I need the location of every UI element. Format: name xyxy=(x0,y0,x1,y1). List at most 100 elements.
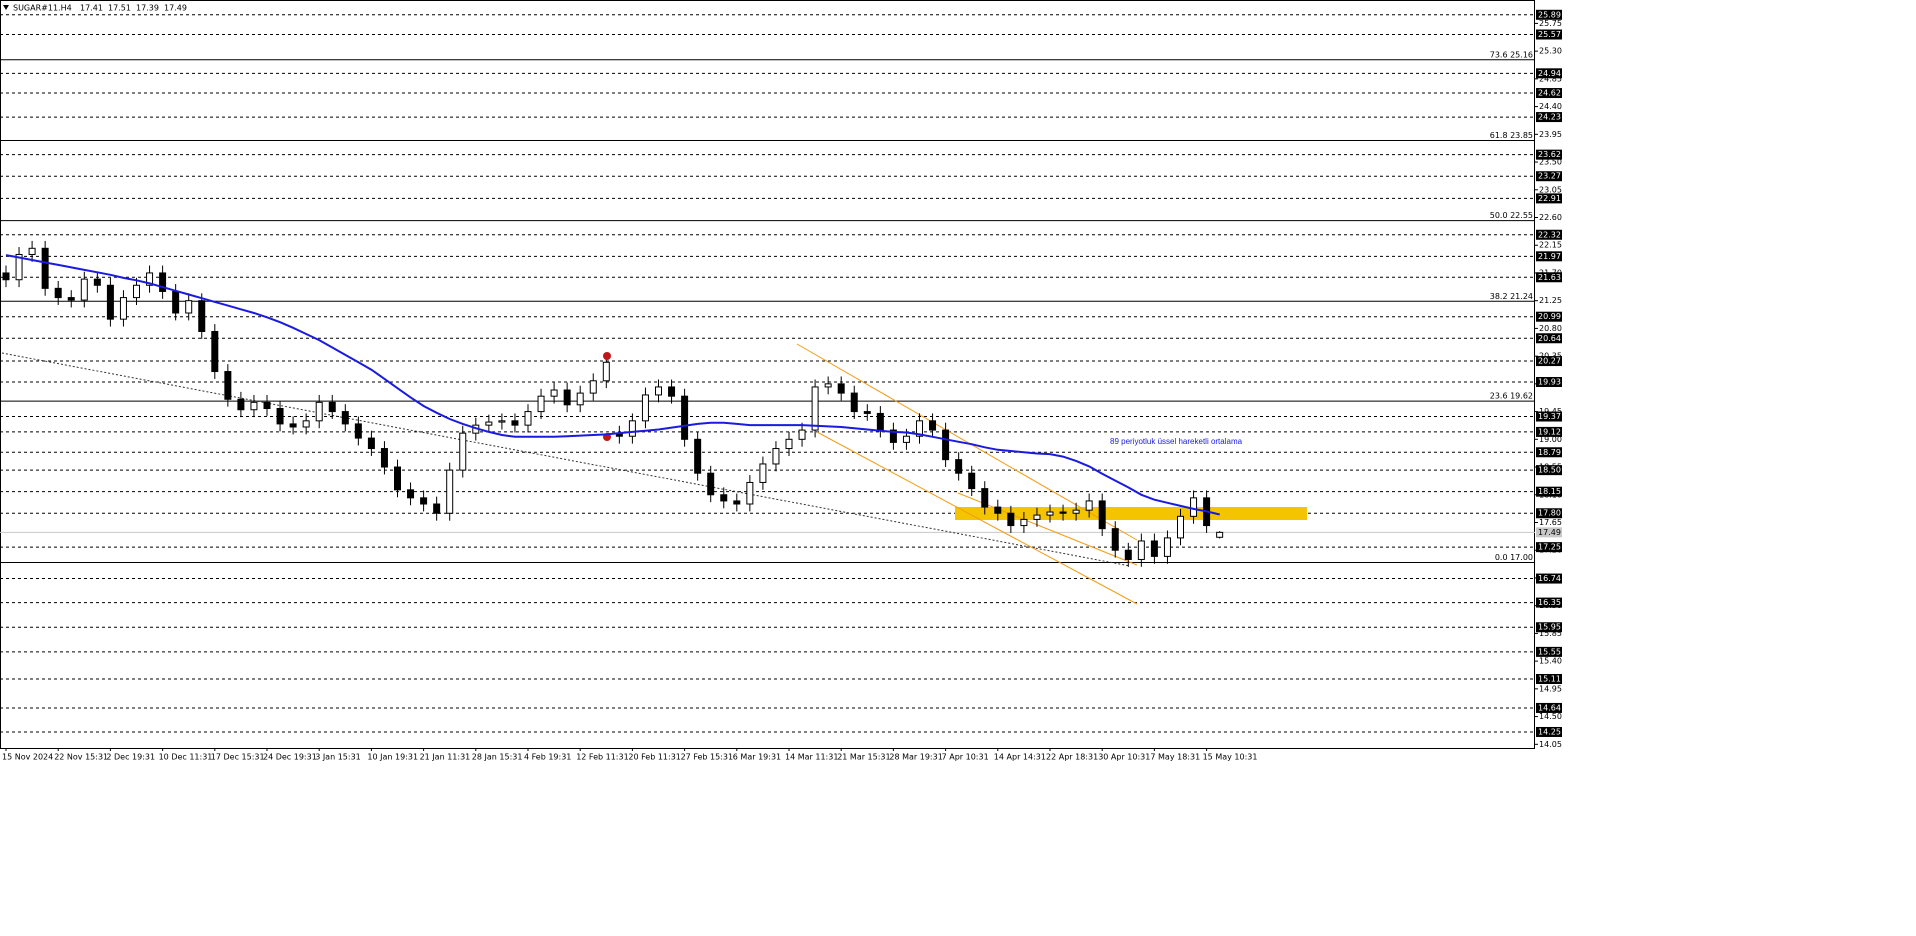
y-tick-label: 24.85 xyxy=(1539,74,1562,83)
candle-body xyxy=(250,401,258,411)
candle-body xyxy=(224,371,232,400)
ma-annotation: 89 periyotluk üssel hareketli ortalama xyxy=(1110,437,1243,446)
level-box xyxy=(1536,377,1562,388)
candle-body xyxy=(341,411,349,425)
level-label: 21.63 xyxy=(1538,273,1561,282)
y-tick-label: 22.15 xyxy=(1539,241,1562,250)
level-box xyxy=(1536,622,1562,633)
candle-body xyxy=(498,420,506,423)
level-label: 17.25 xyxy=(1538,543,1561,552)
candle-body xyxy=(380,448,388,468)
level-box xyxy=(1536,542,1562,553)
y-tick-label: 15.85 xyxy=(1539,629,1562,638)
plot-frame xyxy=(0,0,1535,749)
channel-line xyxy=(796,343,1138,541)
candle-body xyxy=(837,383,845,394)
candle-body xyxy=(54,287,62,299)
candle-body xyxy=(720,494,728,502)
fib-label: 23.6 19.62 xyxy=(1490,392,1533,401)
x-tick-label: 7 May 18:31 xyxy=(1150,753,1200,762)
candle-body xyxy=(929,420,937,431)
candle-body xyxy=(968,472,976,490)
level-box xyxy=(1536,229,1562,240)
level-box xyxy=(1536,88,1562,99)
candle-body xyxy=(302,420,310,428)
candle-body xyxy=(459,432,467,471)
trend-line xyxy=(1,352,1131,567)
level-box xyxy=(1536,193,1562,204)
candle-body xyxy=(1007,512,1015,527)
candle-body xyxy=(694,438,702,474)
x-tick-label: 21 Jan 11:31 xyxy=(420,753,471,762)
candle-body xyxy=(485,421,493,426)
level-label: 18.50 xyxy=(1538,466,1561,475)
candle-body xyxy=(407,489,415,499)
x-tick-label: 14 Mar 11:31 xyxy=(785,753,838,762)
candle-body xyxy=(981,488,989,508)
level-box xyxy=(1536,726,1562,737)
candle-body xyxy=(146,272,154,286)
signal-dot xyxy=(603,352,611,360)
symbol-title: SUGAR#11.H4 xyxy=(13,4,72,13)
y-tick-label: 17.65 xyxy=(1539,518,1562,527)
candle-body xyxy=(263,401,271,410)
candle-body xyxy=(185,300,193,314)
y-tick-label: 23.50 xyxy=(1539,158,1562,167)
moving-average xyxy=(5,254,1220,516)
candle-body xyxy=(1216,531,1224,538)
x-tick-label: 28 Jan 15:31 xyxy=(472,753,523,762)
x-tick-label: 10 Jan 19:31 xyxy=(367,753,418,762)
header-value: 17.51 xyxy=(108,4,131,13)
x-tick-label: 20 Feb 11:31 xyxy=(628,753,680,762)
level-label: 25.89 xyxy=(1538,10,1561,19)
collapse-icon[interactable] xyxy=(3,5,9,10)
x-tick-label: 27 Feb 15:31 xyxy=(681,753,733,762)
candle-body xyxy=(1163,537,1171,557)
candle-body xyxy=(1150,540,1158,557)
level-box xyxy=(1536,149,1562,160)
candle-body xyxy=(746,481,754,505)
candle-body xyxy=(367,437,375,450)
y-tick-label: 23.05 xyxy=(1539,185,1562,194)
candle-body xyxy=(863,411,871,414)
fib-label: 0.0 17.00 xyxy=(1495,553,1533,562)
y-tick-label: 22.60 xyxy=(1539,213,1562,222)
level-box xyxy=(1536,673,1562,684)
candle-body xyxy=(1059,511,1067,514)
level-box xyxy=(1536,333,1562,344)
candle-body xyxy=(681,395,689,440)
level-label: 24.94 xyxy=(1538,69,1561,78)
candle-body xyxy=(315,401,323,422)
candle-body xyxy=(733,500,741,505)
candle-body xyxy=(785,438,793,450)
y-tick-label: 25.75 xyxy=(1539,19,1562,28)
y-tick-label: 25.30 xyxy=(1539,47,1562,56)
candle-body xyxy=(955,459,963,474)
candle-body xyxy=(550,389,558,397)
level-box xyxy=(1536,29,1562,40)
last-price-label: 17.49 xyxy=(1538,528,1561,537)
channel-line xyxy=(816,431,1138,605)
candle-body xyxy=(237,398,245,411)
candle-body xyxy=(106,284,114,320)
candle-body xyxy=(876,412,884,431)
candle-body xyxy=(1098,500,1106,530)
level-label: 22.91 xyxy=(1538,194,1561,203)
candle-body xyxy=(772,448,780,465)
candle-body xyxy=(942,429,950,461)
candle-body xyxy=(1177,515,1184,539)
level-box xyxy=(1536,356,1562,367)
level-box xyxy=(1536,508,1562,519)
x-tick-label: 2 Dec 19:31 xyxy=(106,753,155,762)
level-label: 14.25 xyxy=(1538,727,1561,736)
fib-label: 73.6 25.16 xyxy=(1490,50,1533,59)
y-tick-label: 21.25 xyxy=(1539,296,1562,305)
level-label: 20.99 xyxy=(1538,312,1561,321)
candle-body xyxy=(67,297,75,301)
candle-body xyxy=(668,386,676,397)
candle-body xyxy=(811,386,819,431)
level-box xyxy=(1536,112,1562,123)
level-label: 18.15 xyxy=(1538,487,1561,496)
level-box xyxy=(1536,68,1562,79)
y-tick-label: 14.05 xyxy=(1539,740,1562,749)
